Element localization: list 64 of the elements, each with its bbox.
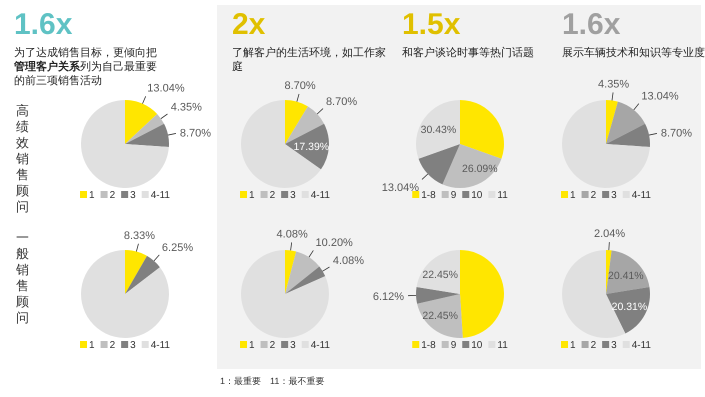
legend-label: 4-11 — [632, 190, 652, 201]
legend-label: 9 — [450, 340, 457, 351]
legend-label: 4-11 — [150, 340, 170, 351]
chart-subtitle: 了解客户的生活环境，如工作家庭 — [232, 46, 387, 74]
chart-subtitle: 和客户谈论时事等热门话题 — [402, 46, 535, 60]
legend-label: 2 — [270, 340, 276, 351]
legend-label: 3 — [611, 190, 618, 201]
data-label: 2.04% — [594, 228, 626, 240]
text: 1：最重要 11：最不重要 — [220, 375, 324, 388]
legend-label: 10 — [471, 340, 483, 351]
data-label: 10.20% — [316, 237, 354, 250]
legend-label: 1 — [249, 190, 256, 201]
legend-label: 3 — [290, 190, 296, 201]
chart-title: 1.6x — [562, 8, 620, 41]
legend-label: 2 — [270, 190, 276, 201]
legend-label: 2 — [110, 190, 116, 201]
legend-label: 11 — [497, 340, 508, 351]
legend-label: 1-8 — [421, 190, 436, 201]
legend-label: 1 — [89, 190, 96, 201]
data-label: 22.45% — [422, 310, 458, 322]
data-label: 26.09% — [462, 163, 498, 176]
data-label: 20.31% — [612, 301, 648, 314]
chart-title: 1.5x — [402, 8, 460, 41]
data-label: 13.04% — [641, 90, 679, 103]
data-label: 6.25% — [162, 242, 194, 254]
legend-label: 1 — [89, 340, 96, 351]
data-label: 17.39% — [294, 140, 330, 153]
chart-title: 2x — [232, 8, 266, 41]
legend-label: 4-11 — [310, 190, 330, 201]
text: 一般销售顾问 — [16, 230, 30, 326]
data-label: 4.08% — [276, 228, 308, 240]
legend-label: 3 — [290, 340, 296, 351]
data-label: 8.33% — [124, 230, 156, 242]
legend-label: 2 — [590, 190, 597, 201]
legend-label: 9 — [450, 190, 457, 201]
legend-label: 3 — [130, 340, 136, 351]
legend-label: 11 — [497, 190, 508, 201]
legend-label: 1-8 — [421, 340, 436, 351]
data-label: 4.08% — [332, 254, 364, 267]
text: 高绩效销售顾问 — [16, 103, 30, 215]
chart-subtitle: 展示车辆技术和知识等专业度 — [562, 46, 705, 60]
data-label: 8.70% — [326, 96, 358, 108]
data-label: 22.45% — [422, 268, 458, 281]
data-label: 6.12% — [372, 290, 404, 303]
data-label: 8.70% — [660, 128, 692, 140]
legend-label: 4-11 — [632, 340, 652, 351]
data-label: 20.41% — [608, 270, 644, 282]
legend-label: 4-11 — [310, 340, 330, 351]
data-label: 8.70% — [180, 128, 212, 140]
legend-label: 1 — [570, 340, 576, 351]
legend-label: 4-11 — [150, 190, 170, 201]
legend-label: 3 — [130, 190, 136, 201]
chart-title: 1.6x — [14, 8, 72, 41]
legend-label: 3 — [611, 340, 618, 351]
data-label: 13.04% — [382, 182, 420, 194]
legend-label: 1 — [249, 340, 256, 351]
data-label: 30.43% — [420, 124, 456, 136]
legend-label: 2 — [590, 340, 597, 351]
legend-label: 10 — [471, 190, 483, 201]
data-label: 8.70% — [284, 80, 316, 92]
data-label: 4.35% — [598, 78, 630, 91]
legend-label: 2 — [110, 340, 116, 351]
legend-label: 1 — [570, 190, 576, 201]
data-label: 4.35% — [170, 102, 202, 114]
